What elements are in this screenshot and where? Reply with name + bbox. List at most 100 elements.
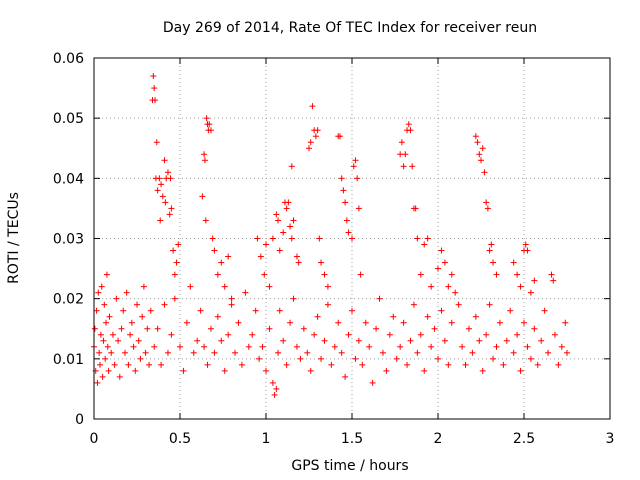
data-point bbox=[373, 325, 380, 332]
data-point bbox=[271, 391, 278, 398]
data-point bbox=[465, 325, 472, 332]
data-point bbox=[104, 343, 111, 350]
data-point bbox=[180, 367, 187, 374]
data-point bbox=[314, 313, 321, 320]
data-point bbox=[269, 235, 276, 242]
data-point bbox=[170, 247, 177, 254]
data-point bbox=[154, 187, 161, 194]
data-point bbox=[352, 355, 359, 362]
data-point bbox=[221, 283, 228, 290]
data-point bbox=[455, 301, 462, 308]
data-point bbox=[435, 265, 441, 272]
data-point bbox=[410, 301, 417, 308]
data-point bbox=[428, 343, 435, 350]
data-point bbox=[100, 337, 107, 344]
data-point bbox=[318, 259, 325, 266]
data-point bbox=[96, 349, 103, 356]
data-point bbox=[448, 271, 455, 278]
data-point bbox=[390, 313, 397, 320]
data-point bbox=[228, 295, 235, 302]
data-point bbox=[438, 247, 445, 254]
data-point bbox=[202, 217, 209, 224]
data-point bbox=[201, 151, 208, 158]
data-point bbox=[524, 247, 531, 254]
data-point bbox=[207, 127, 214, 134]
data-point bbox=[335, 319, 342, 326]
data-point bbox=[503, 337, 510, 344]
data-point bbox=[314, 127, 321, 134]
data-point bbox=[91, 325, 98, 332]
data-point bbox=[345, 331, 352, 338]
data-point bbox=[469, 349, 476, 356]
data-point bbox=[152, 97, 159, 104]
data-point bbox=[476, 151, 483, 158]
data-point bbox=[142, 349, 149, 356]
data-point bbox=[166, 211, 173, 218]
data-point bbox=[276, 247, 283, 254]
data-point bbox=[283, 205, 290, 212]
data-point bbox=[338, 349, 345, 356]
data-point bbox=[287, 319, 294, 326]
x-tick-label: 0 bbox=[90, 431, 99, 447]
data-point bbox=[263, 367, 269, 374]
data-point bbox=[204, 361, 211, 368]
data-point bbox=[245, 343, 252, 350]
data-point bbox=[115, 337, 122, 344]
data-point bbox=[280, 229, 287, 236]
y-tick-label: 0.06 bbox=[53, 51, 84, 67]
data-point bbox=[235, 319, 242, 326]
data-point bbox=[366, 343, 373, 350]
data-point bbox=[254, 235, 261, 242]
data-point bbox=[228, 301, 235, 308]
data-point bbox=[162, 199, 169, 206]
data-point bbox=[493, 271, 500, 278]
data-point bbox=[545, 349, 552, 356]
y-axis-label: ROTI / TECUs bbox=[6, 192, 22, 284]
data-point bbox=[510, 259, 517, 266]
data-point bbox=[345, 229, 352, 236]
axis-ticks bbox=[93, 57, 611, 420]
data-point bbox=[496, 319, 503, 326]
data-point bbox=[445, 361, 452, 368]
data-point bbox=[472, 133, 479, 140]
data-point bbox=[135, 337, 142, 344]
data-point bbox=[290, 217, 297, 224]
data-point bbox=[167, 175, 174, 182]
y-tick-label: 0.02 bbox=[53, 292, 84, 308]
data-point bbox=[238, 361, 245, 368]
data-point bbox=[316, 235, 323, 242]
data-point bbox=[448, 319, 455, 326]
data-point bbox=[490, 355, 497, 362]
data-point bbox=[113, 295, 120, 302]
data-point bbox=[218, 337, 225, 344]
data-point bbox=[103, 319, 110, 326]
x-tick-label: 3 bbox=[606, 431, 615, 447]
y-tick-label: 0.05 bbox=[53, 111, 84, 127]
data-point bbox=[472, 313, 479, 320]
data-point bbox=[153, 139, 160, 146]
data-point bbox=[218, 259, 225, 266]
data-point bbox=[134, 301, 140, 308]
data-point bbox=[261, 271, 268, 278]
data-point bbox=[324, 283, 331, 290]
data-point bbox=[414, 349, 421, 356]
data-point bbox=[98, 283, 105, 290]
data-point bbox=[507, 307, 514, 314]
data-point bbox=[263, 241, 269, 248]
data-point bbox=[156, 175, 163, 182]
data-point bbox=[171, 295, 178, 302]
data-point bbox=[484, 205, 491, 212]
data-point bbox=[108, 349, 115, 356]
data-point bbox=[106, 313, 113, 320]
y-tick-labels: 0 0.01 0.02 0.03 0.04 0.05 0.06 bbox=[53, 51, 84, 428]
data-point bbox=[214, 313, 221, 320]
data-point bbox=[428, 283, 435, 290]
data-point bbox=[531, 325, 538, 332]
data-point bbox=[183, 319, 190, 326]
data-point bbox=[479, 367, 486, 374]
data-point bbox=[336, 133, 343, 140]
data-point bbox=[522, 241, 529, 248]
data-point bbox=[147, 307, 154, 314]
